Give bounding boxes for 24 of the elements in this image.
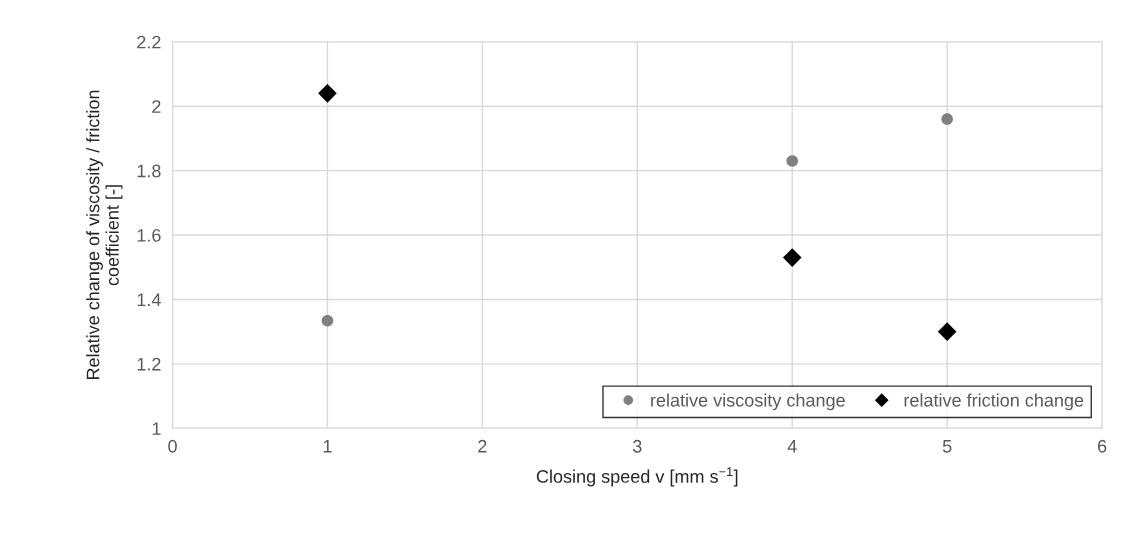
y-axis-title: Relative change of viscosity / friction coefficient [-] (86, 90, 123, 380)
point (937, 322, 957, 341)
y-tick-label: 1.2 (137, 357, 161, 371)
point (941, 113, 953, 125)
x-tick-label: 2 (478, 439, 487, 453)
x-tick-label: 1 (323, 440, 332, 453)
y-tick-label: 1.4 (137, 293, 161, 306)
y-tick-label: 1 (152, 422, 161, 435)
legend-label: relative friction change (904, 393, 1084, 411)
legend-label: relative viscosity change (651, 393, 845, 411)
y-tick-label: 1.8 (137, 164, 161, 178)
x-tick-label: 5 (942, 440, 952, 453)
x-axis-title: Closing speed v [mm s$^{−1}$] (536, 467, 738, 487)
x-tick-label: 4 (787, 440, 797, 453)
point (782, 248, 802, 267)
point (318, 84, 337, 103)
point (786, 155, 799, 167)
x-tick-label: 3 (632, 439, 642, 453)
point (321, 314, 334, 327)
x-tick-label: 6 (1097, 439, 1107, 453)
x-tick-label: 0 (168, 439, 177, 453)
y-tick-label: 1.6 (137, 228, 161, 242)
y-tick-label: 2 (152, 100, 161, 113)
y-tick-label: 2.2 (137, 35, 161, 49)
